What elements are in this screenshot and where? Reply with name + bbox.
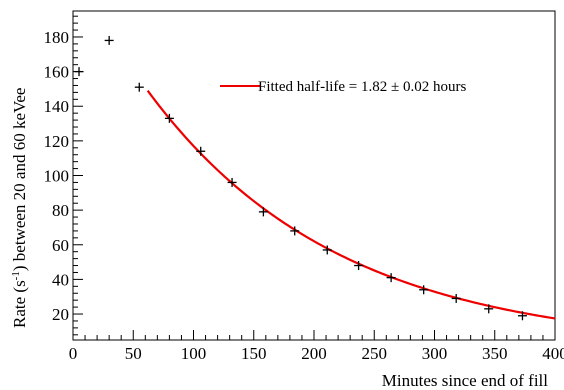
axes: 0 50 100 150 200 250 300 350 400 20 40 60 80 100 120 14… — [44, 15, 564, 363]
x-tick-label: 150 — [241, 344, 267, 363]
x-tick-label: 400 — [542, 344, 564, 363]
data-point — [322, 245, 332, 255]
x-tick-label: 200 — [301, 344, 327, 363]
data-point — [164, 113, 174, 123]
fit-layer — [146, 89, 556, 320]
y-tick-label: 40 — [52, 270, 69, 289]
plot-area — [72, 10, 556, 341]
y-tick-label: 100 — [44, 167, 70, 186]
y-tick-label: 180 — [44, 28, 70, 47]
y-tick-label: 160 — [44, 63, 70, 82]
y-axis-title-rest: ) between 20 and 60 keVee — [10, 88, 29, 272]
y-axis-title-sup: -1 — [10, 271, 22, 280]
x-tick-label: 50 — [125, 344, 142, 363]
data-point — [386, 273, 396, 283]
y-tick-label: 140 — [44, 97, 70, 116]
data-point — [258, 207, 268, 217]
data-point — [134, 82, 144, 92]
x-tick-label: 100 — [181, 344, 207, 363]
x-tick-label: 0 — [69, 344, 78, 363]
x-axis-title: Minutes since end of fill — [382, 371, 548, 390]
x-tick-label: 250 — [362, 344, 388, 363]
fit-curve — [146, 89, 556, 320]
data-point — [227, 177, 237, 187]
y-tick-label: 20 — [52, 305, 69, 324]
data-point — [196, 146, 206, 156]
y-axis-title: Rate (s-1) between 20 and 60 keVee — [10, 88, 29, 328]
x-tick-label: 350 — [482, 344, 508, 363]
data-point — [419, 285, 429, 295]
data-point — [104, 35, 114, 45]
data-point — [354, 261, 364, 271]
y-tick-label: 80 — [52, 201, 69, 220]
data-point — [517, 311, 527, 321]
data-point — [451, 293, 461, 303]
x-tick-label: 300 — [422, 344, 448, 363]
y-axis-title-main: Rate (s — [10, 280, 29, 328]
marker-layer — [74, 35, 527, 321]
y-tick-label: 60 — [52, 236, 69, 255]
data-point — [290, 226, 300, 236]
y-tick-label: 120 — [44, 132, 70, 151]
legend: Fitted half-life = 1.82 ± 0.02 hours — [220, 79, 466, 95]
plot-frame — [72, 10, 556, 341]
data-point — [484, 304, 494, 314]
legend-label: Fitted half-life = 1.82 ± 0.02 hours — [258, 79, 466, 95]
